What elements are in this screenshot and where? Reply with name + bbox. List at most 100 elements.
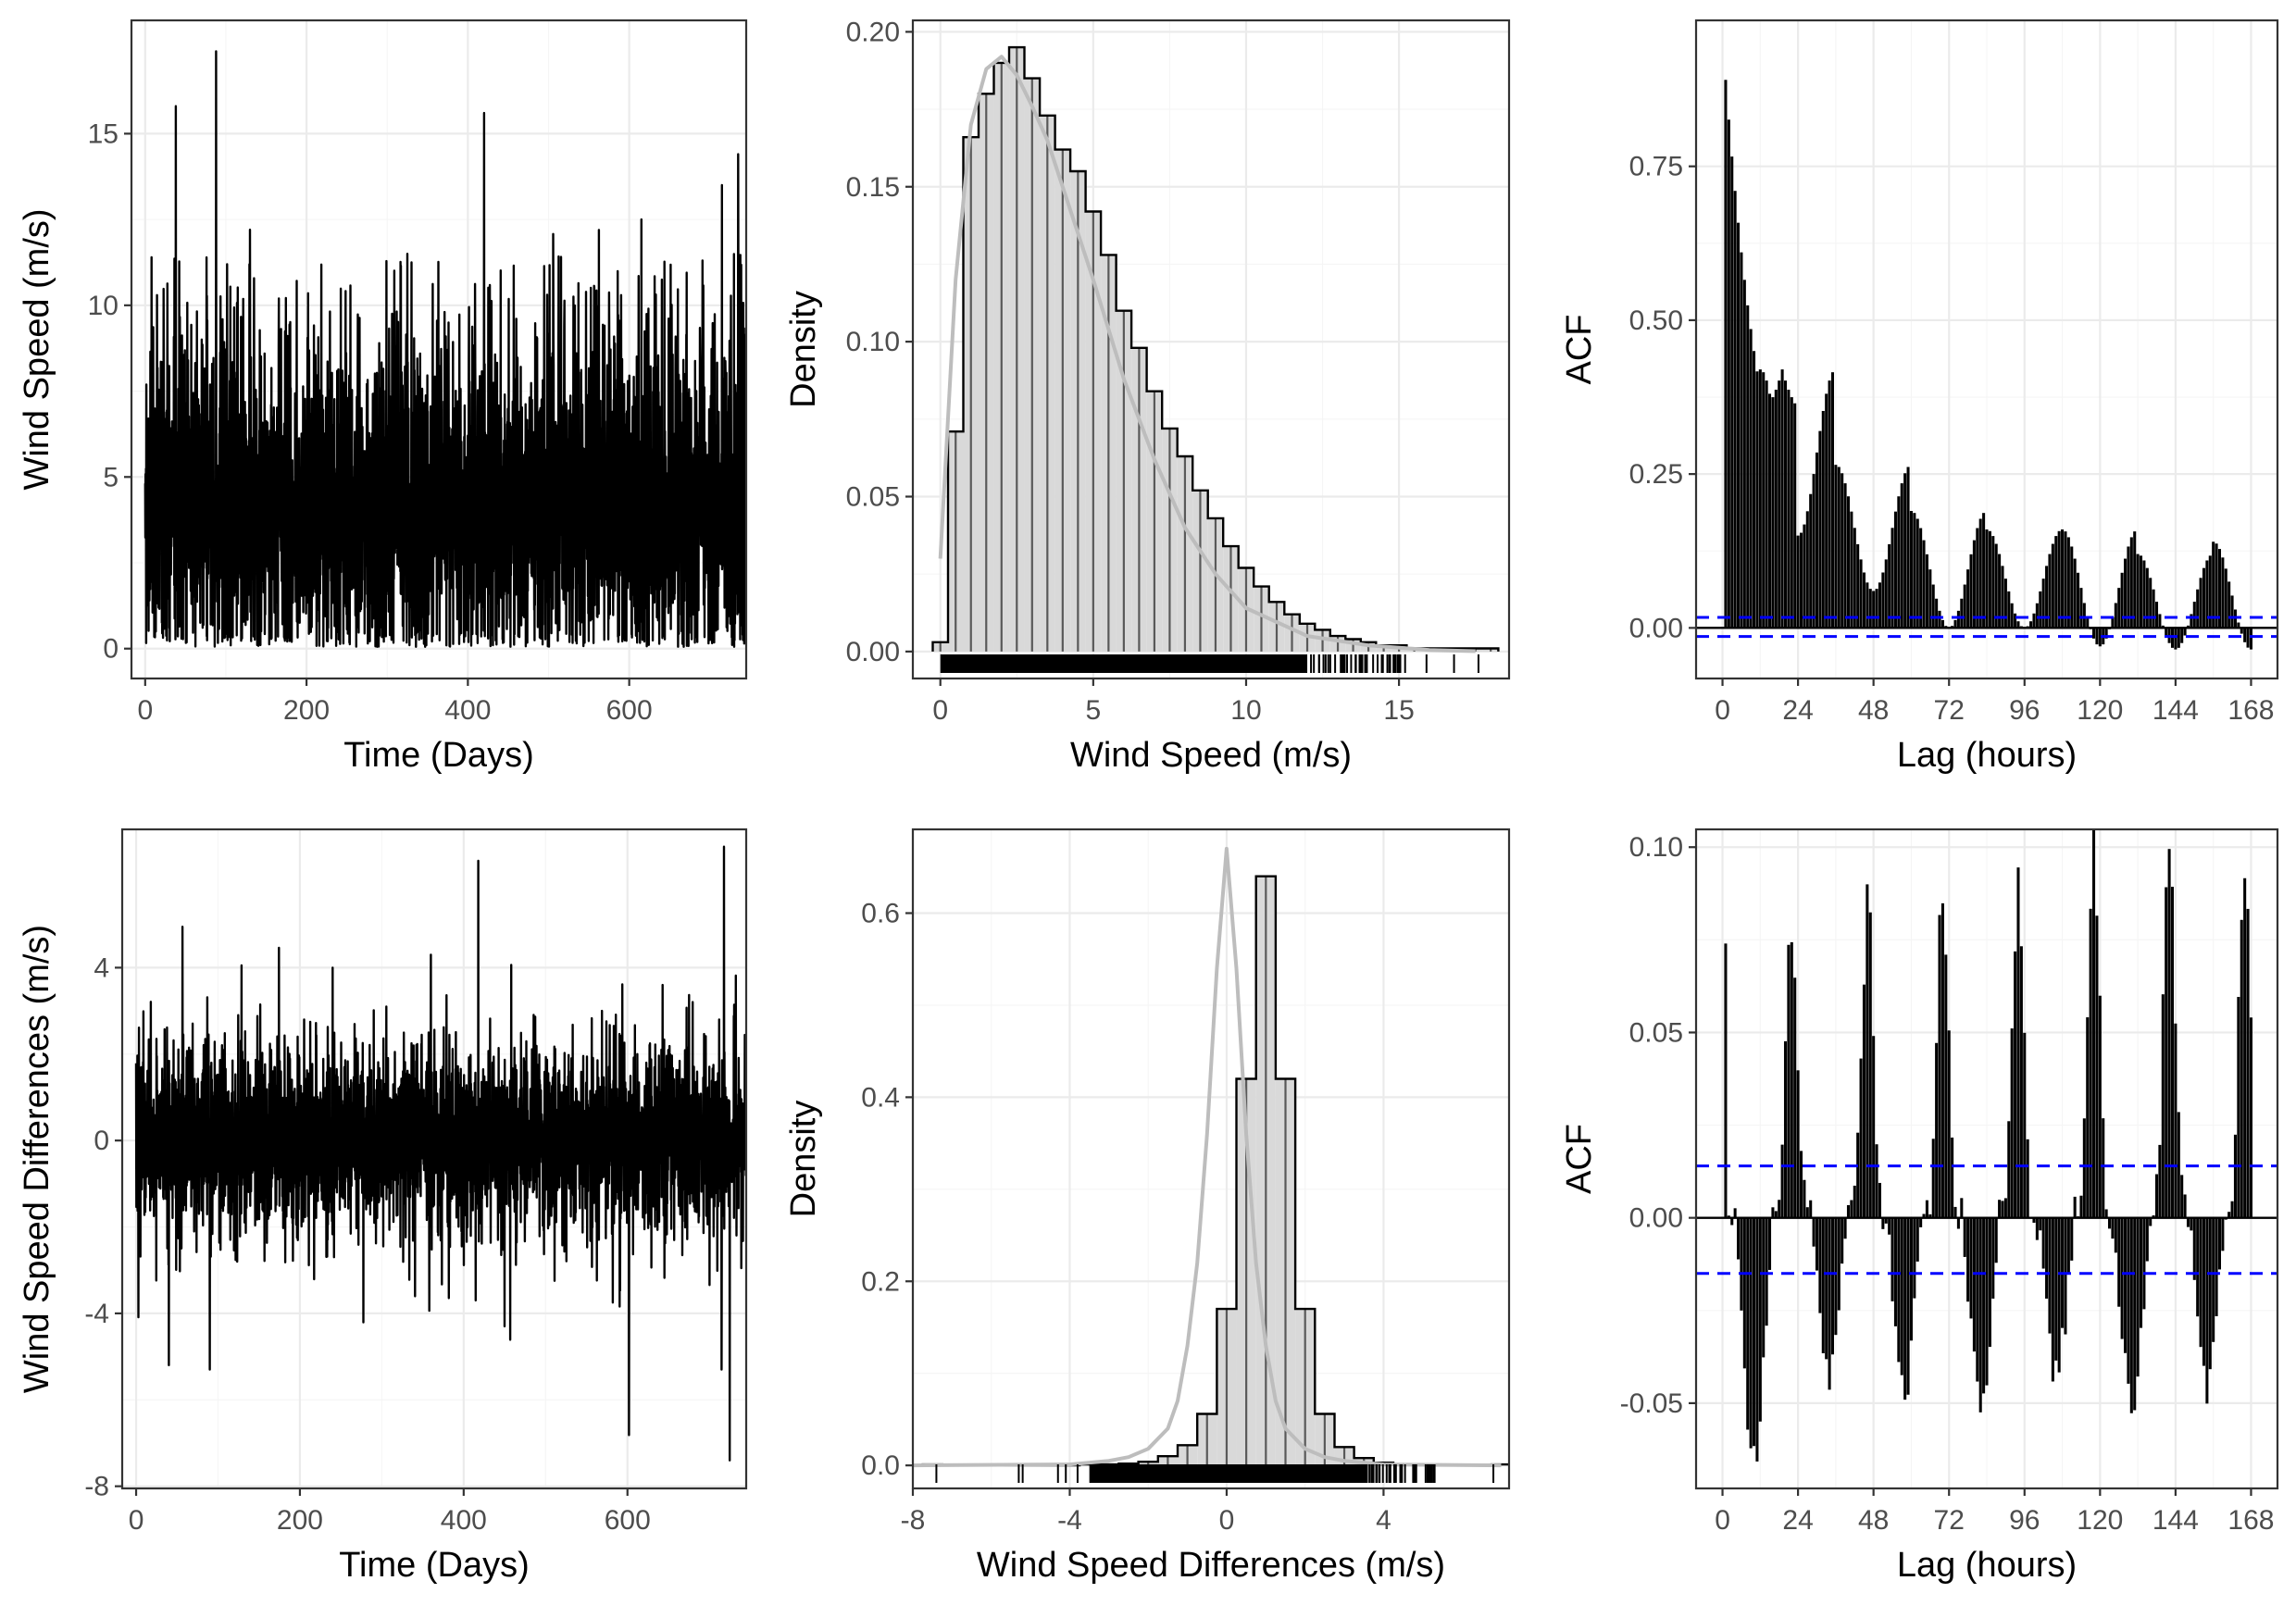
x-tick-label: 0: [1715, 695, 1730, 726]
x-tick-label: 600: [606, 695, 653, 726]
acf-bar: [2180, 1175, 2184, 1218]
x-tick-label: 200: [277, 1505, 323, 1536]
acf-bar: [1767, 1217, 1772, 1270]
acf-bar: [2180, 628, 2184, 643]
acf-bar: [1783, 1040, 1788, 1218]
acf-bar: [1790, 941, 1793, 1218]
acf-bar: [2202, 567, 2206, 629]
acf-bar: [2082, 1118, 2086, 1218]
acf-bar: [1812, 1217, 1816, 1247]
acf-bar: [1830, 372, 1835, 629]
y-tick-label: 0.50: [1629, 305, 1683, 336]
x-tick-label: 48: [1858, 1505, 1889, 1536]
acf-bar: [1796, 1070, 1800, 1218]
acf-bar: [1893, 511, 1897, 629]
y-tick-label: 4: [94, 952, 109, 983]
acf-bar: [1850, 1200, 1853, 1218]
acf-bar: [1787, 390, 1791, 629]
x-tick-label: 400: [444, 695, 491, 726]
acf-bar: [1752, 1217, 1756, 1447]
acf-bar: [2054, 1217, 2058, 1361]
acf-bar: [2202, 1217, 2206, 1366]
acf-bar: [1853, 528, 1856, 629]
acf-bar: [1919, 1217, 1923, 1227]
plot-area: [1696, 80, 2277, 650]
acf-bar: [2001, 566, 2004, 629]
acf-bar: [2243, 877, 2247, 1218]
acf-bar: [1991, 536, 1995, 629]
acf-bar: [1828, 380, 1831, 629]
x-axis-title: Wind Speed (m/s): [1070, 736, 1352, 775]
acf-bar: [2152, 1215, 2155, 1218]
acf-bar: [1812, 474, 1816, 629]
acf-bar: [1994, 543, 1998, 629]
acf-bar: [2230, 595, 2234, 629]
acf-bar: [2174, 628, 2177, 650]
acf-bar: [1906, 1217, 1910, 1395]
x-tick-label: 168: [2227, 695, 2274, 726]
density-curve: [938, 55, 1476, 653]
panel-hist-speed: 0 5 10 15 0.00 0.05 0.10 0.15 0.20 Wind Speed (m/…: [784, 17, 1511, 775]
acf-bar: [2051, 543, 2054, 629]
acf-bar: [1809, 493, 1813, 629]
acf-bar: [1872, 591, 1876, 629]
acf-bar: [1787, 944, 1791, 1218]
acf-bar: [1749, 329, 1753, 629]
acf-bar: [1888, 1217, 1891, 1235]
acf-bar: [1780, 1144, 1784, 1218]
density-curve: [913, 846, 1502, 1468]
acf-bar: [2133, 531, 2137, 629]
acf-bar: [1778, 1200, 1781, 1218]
acf-bar: [1866, 582, 1869, 629]
acf-bar: [2230, 1201, 2234, 1218]
acf-bar: [1897, 1217, 1901, 1363]
acf-bar: [1868, 912, 1872, 1218]
acf-bar: [2057, 1217, 2061, 1373]
acf-bar: [1881, 572, 1885, 629]
x-tick-label: 72: [1934, 695, 1965, 726]
y-tick-label: 0.0: [861, 1450, 900, 1481]
acf-bar: [1742, 280, 1746, 629]
acf-bar: [2064, 1217, 2067, 1335]
acf-bar: [1837, 467, 1841, 629]
acf-bar: [1815, 1217, 1819, 1271]
acf-bar: [2016, 867, 2020, 1218]
acf-bar: [2233, 1134, 2237, 1218]
acf-bar: [2104, 1209, 2108, 1218]
y-tick-label: 0.20: [846, 17, 900, 47]
x-tick-label: 0: [932, 695, 948, 726]
acf-bar: [1872, 1036, 1876, 1218]
acf-bar: [1900, 1217, 1903, 1375]
x-tick-label: 72: [1934, 1505, 1965, 1536]
acf-bar: [1960, 598, 1964, 629]
acf-bar: [1988, 530, 1991, 629]
acf-bar: [2120, 1217, 2124, 1339]
acf-bar: [1947, 1030, 1951, 1218]
acf-bar: [2114, 1217, 2117, 1253]
acf-bar: [2154, 1174, 2159, 1218]
acf-bar: [2095, 628, 2099, 645]
acf-bar: [1931, 1139, 1935, 1218]
acf-bar: [2082, 603, 2086, 629]
acf-bar: [1966, 569, 1970, 629]
acf-bar: [1960, 1198, 1964, 1218]
y-tick-label: 0.6: [861, 898, 900, 928]
acf-bar: [2095, 915, 2099, 1218]
x-tick-label: 0: [1219, 1505, 1235, 1536]
x-axis-title: Time (Days): [339, 1546, 529, 1585]
y-tick-label: 0.25: [1629, 459, 1683, 490]
acf-bar: [2196, 589, 2200, 629]
x-tick-label: 0: [129, 1505, 144, 1536]
acf-bar: [1742, 1217, 1746, 1369]
acf-bar: [1803, 1179, 1806, 1218]
acf-bar: [1830, 1217, 1835, 1355]
plot-area: [134, 845, 746, 1462]
acf-bar: [1922, 540, 1926, 629]
acf-bar: [2215, 1217, 2218, 1316]
acf-bar: [1856, 1132, 1860, 1218]
acf-bar: [2039, 591, 2042, 629]
acf-bar: [2205, 1217, 2209, 1404]
acf-bar: [2145, 567, 2149, 629]
acf-bar: [1909, 1217, 1913, 1341]
acf-bar: [2032, 1217, 2036, 1223]
